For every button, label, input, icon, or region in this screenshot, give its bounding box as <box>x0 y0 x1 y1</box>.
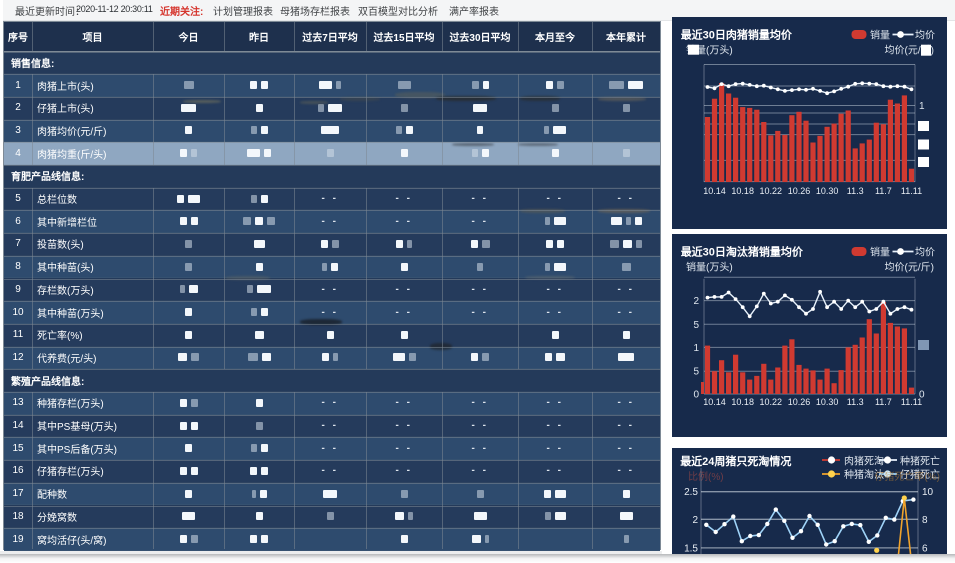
svg-text:种猪淘汰: 种猪淘汰 <box>844 468 884 481</box>
svg-text:10.22: 10.22 <box>760 397 783 407</box>
svg-text:0: 0 <box>919 390 925 401</box>
svg-text:销量: 销量 <box>870 246 890 259</box>
svg-text:10.18: 10.18 <box>731 186 754 196</box>
svg-text:销量: 销量 <box>870 29 890 42</box>
svg-text:种猪死亡: 种猪死亡 <box>900 455 940 468</box>
svg-text:均价: 均价 <box>915 247 935 259</box>
svg-text:销量(万头): 销量(万头) <box>686 261 733 274</box>
svg-text:最近30日肉猪销量均价: 最近30日肉猪销量均价 <box>681 28 793 42</box>
svg-text:均价(元/斤): 均价(元/斤) <box>885 262 934 274</box>
svg-text:10.18: 10.18 <box>731 397 754 407</box>
svg-text:10.26: 10.26 <box>788 186 811 196</box>
svg-text:2: 2 <box>692 515 698 526</box>
svg-text:8: 8 <box>922 515 928 526</box>
svg-text:10.14: 10.14 <box>703 186 726 196</box>
svg-text:0: 0 <box>693 389 699 400</box>
svg-text:11.7: 11.7 <box>875 186 892 196</box>
svg-text:5: 5 <box>693 320 699 331</box>
svg-text:11.7: 11.7 <box>875 397 892 407</box>
svg-text:比例(%): 比例(%) <box>688 470 724 483</box>
svg-text:仔猪死亡: 仔猪死亡 <box>900 468 940 481</box>
svg-text:1: 1 <box>919 101 925 112</box>
svg-text:1.5: 1.5 <box>684 543 698 553</box>
svg-text:肉猪死淘: 肉猪死淘 <box>844 455 884 468</box>
svg-text:11.11: 11.11 <box>901 397 922 407</box>
svg-text:最近30日淘汰猪销量均价: 最近30日淘汰猪销量均价 <box>681 245 804 259</box>
svg-text:6: 6 <box>922 543 928 553</box>
svg-text:11.3: 11.3 <box>847 186 864 196</box>
svg-text:10.26: 10.26 <box>788 397 811 407</box>
svg-text:11.3: 11.3 <box>847 397 864 407</box>
svg-text:11.11: 11.11 <box>901 186 922 196</box>
svg-text:最近24周猪只死淘情况: 最近24周猪只死淘情况 <box>680 454 791 468</box>
svg-text:5: 5 <box>693 367 699 378</box>
svg-text:2: 2 <box>693 296 699 307</box>
svg-text:仔猪死亡率(%): 仔猪死亡率(%) <box>874 470 940 483</box>
svg-text:均价: 均价 <box>915 30 935 42</box>
svg-text:10.30: 10.30 <box>816 397 839 407</box>
svg-text:2.5: 2.5 <box>684 487 698 498</box>
svg-text:10: 10 <box>922 487 934 498</box>
svg-text:10.30: 10.30 <box>816 186 839 196</box>
svg-text:1: 1 <box>693 343 699 354</box>
svg-text:10.14: 10.14 <box>703 397 726 407</box>
svg-text:10.22: 10.22 <box>760 186 783 196</box>
